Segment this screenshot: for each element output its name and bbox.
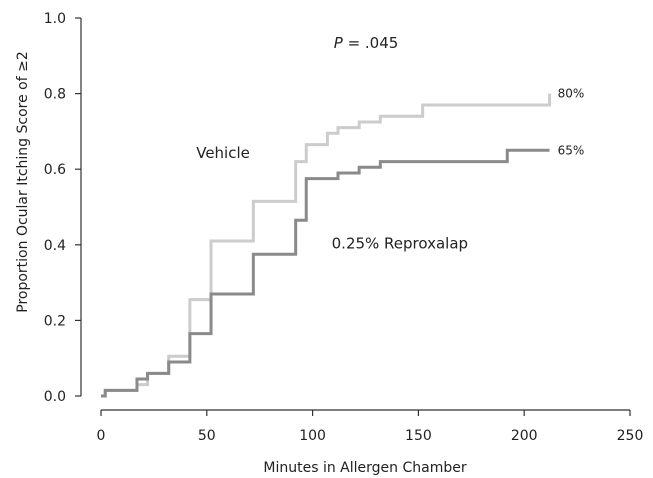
series-line-reproxalap <box>101 148 550 398</box>
p-label: P <box>334 34 344 52</box>
series-end-label: 80% <box>558 87 585 101</box>
y-tick-label: 1.0 <box>44 11 66 27</box>
y-tick-label: 0.2 <box>44 313 66 329</box>
x-tick-label: 150 <box>405 428 432 444</box>
x-tick-label: 250 <box>617 428 644 444</box>
y-axis-title: Proportion Ocular Itching Score of ≥2 <box>15 51 31 312</box>
series-layer <box>101 93 552 398</box>
x-axis-title: Minutes in Allergen Chamber <box>263 460 466 476</box>
y-tick-label: 0.6 <box>44 162 66 178</box>
labels-layer: 80% Vehicle 65% 0.25% Reproxalap <box>196 87 584 253</box>
y-tick-label: 0.4 <box>44 238 66 254</box>
series-name-label: Vehicle <box>196 144 250 162</box>
series-line-vehicle <box>101 93 552 398</box>
axes: 0.0 0.2 0.4 0.6 0.8 1.0 0 50 100 150 200 250 <box>44 11 644 444</box>
p-value-annotation: P = .045 <box>334 34 399 52</box>
y-tick-label: 0.8 <box>44 87 66 103</box>
x-tick-label: 100 <box>299 428 326 444</box>
x-tick-label: 200 <box>511 428 538 444</box>
series-name-label: 0.25% Reproxalap <box>332 235 468 253</box>
x-tick-label: 50 <box>198 428 216 444</box>
p-value: = .045 <box>343 34 399 52</box>
y-tick-label: 0.0 <box>44 389 66 405</box>
series-end-label: 65% <box>558 143 585 157</box>
x-tick-label: 0 <box>97 428 106 444</box>
